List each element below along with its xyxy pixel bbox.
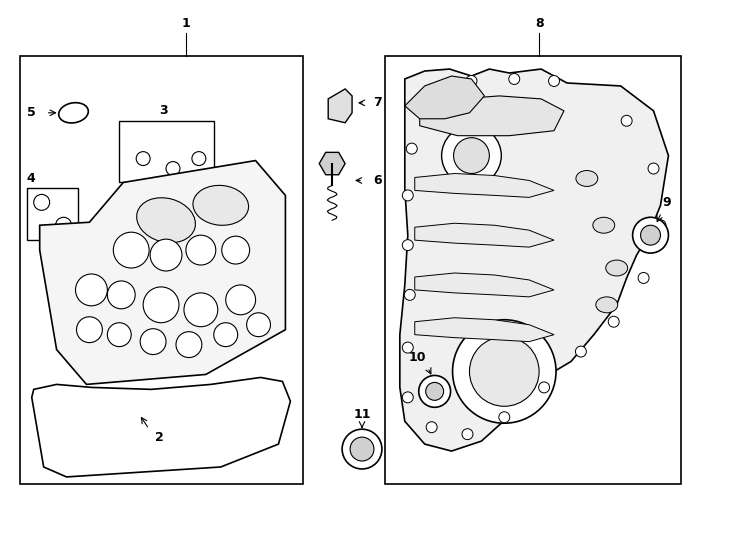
Circle shape: [454, 138, 490, 173]
Circle shape: [509, 73, 520, 84]
Bar: [20, 56, 303, 484]
Circle shape: [34, 194, 50, 210]
Ellipse shape: [596, 297, 618, 313]
Circle shape: [426, 422, 437, 433]
Text: 6: 6: [374, 174, 382, 187]
Circle shape: [402, 240, 413, 251]
Text: 1: 1: [181, 17, 190, 30]
Circle shape: [638, 273, 649, 284]
Circle shape: [214, 323, 238, 347]
Circle shape: [539, 382, 550, 393]
Circle shape: [407, 143, 417, 154]
Circle shape: [633, 217, 669, 253]
Circle shape: [655, 220, 666, 231]
Text: 11: 11: [353, 408, 371, 421]
Circle shape: [548, 76, 559, 86]
Circle shape: [621, 116, 632, 126]
Circle shape: [342, 429, 382, 469]
Polygon shape: [32, 377, 291, 477]
Polygon shape: [40, 160, 286, 384]
Ellipse shape: [193, 185, 249, 225]
Circle shape: [226, 285, 255, 315]
Text: 10: 10: [409, 351, 426, 364]
Circle shape: [107, 281, 135, 309]
Circle shape: [453, 320, 556, 423]
Text: 3: 3: [159, 104, 167, 117]
Ellipse shape: [137, 198, 195, 243]
Polygon shape: [415, 173, 554, 198]
Polygon shape: [415, 318, 554, 342]
Circle shape: [166, 161, 180, 176]
Circle shape: [113, 232, 149, 268]
Circle shape: [462, 429, 473, 440]
Bar: [120, 121, 214, 183]
Polygon shape: [415, 223, 554, 247]
Text: 2: 2: [155, 430, 164, 444]
Circle shape: [402, 190, 413, 201]
Circle shape: [143, 287, 179, 323]
Ellipse shape: [59, 103, 88, 123]
Text: 5: 5: [27, 106, 36, 119]
Ellipse shape: [606, 260, 628, 276]
Circle shape: [499, 412, 509, 423]
Circle shape: [137, 152, 150, 166]
Circle shape: [648, 163, 659, 174]
Polygon shape: [405, 76, 484, 119]
Circle shape: [350, 437, 374, 461]
Circle shape: [222, 236, 250, 264]
Circle shape: [404, 289, 415, 300]
Circle shape: [76, 317, 102, 342]
Circle shape: [247, 313, 271, 336]
Bar: [26, 188, 79, 240]
Polygon shape: [415, 273, 554, 297]
Circle shape: [608, 316, 619, 327]
Circle shape: [150, 239, 182, 271]
Circle shape: [140, 329, 166, 355]
Circle shape: [575, 346, 586, 357]
Circle shape: [402, 392, 413, 403]
Polygon shape: [319, 152, 345, 175]
Circle shape: [418, 375, 451, 407]
Circle shape: [442, 126, 501, 185]
Circle shape: [184, 293, 218, 327]
Ellipse shape: [593, 217, 614, 233]
Text: 8: 8: [535, 17, 543, 30]
Text: 7: 7: [374, 96, 382, 110]
Polygon shape: [328, 89, 352, 123]
Circle shape: [466, 76, 477, 86]
Circle shape: [56, 217, 71, 233]
Text: 9: 9: [662, 196, 671, 209]
Circle shape: [192, 152, 206, 166]
Circle shape: [641, 225, 661, 245]
Circle shape: [429, 87, 440, 98]
Polygon shape: [400, 69, 669, 451]
Bar: [385, 56, 681, 484]
Ellipse shape: [576, 171, 597, 186]
Circle shape: [76, 274, 107, 306]
Text: 4: 4: [26, 172, 35, 185]
Circle shape: [186, 235, 216, 265]
Circle shape: [402, 342, 413, 353]
Polygon shape: [420, 96, 564, 136]
Circle shape: [426, 382, 443, 400]
Circle shape: [107, 323, 131, 347]
Circle shape: [176, 332, 202, 357]
Circle shape: [470, 336, 539, 406]
